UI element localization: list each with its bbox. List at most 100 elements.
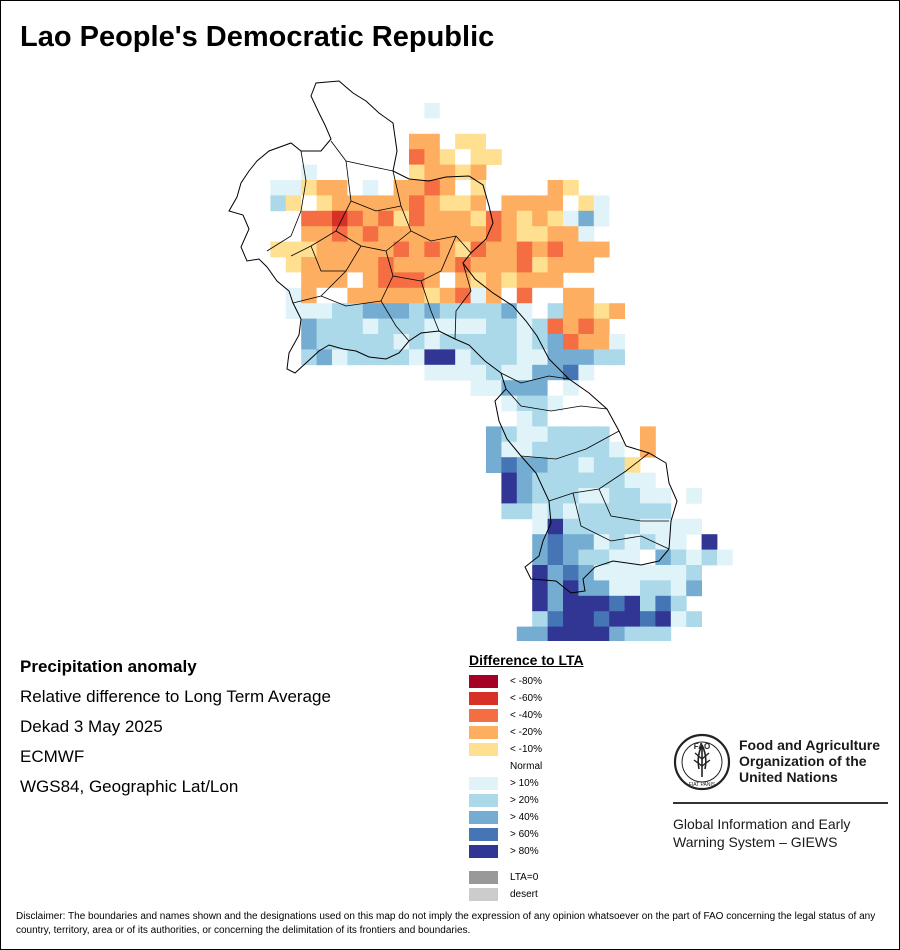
anomaly-cell (301, 210, 317, 227)
anomaly-cell (640, 595, 656, 612)
anomaly-cell (501, 457, 518, 473)
anomaly-cell (593, 210, 610, 227)
anomaly-cell (424, 287, 441, 304)
anomaly-cell (701, 549, 718, 566)
anomaly-cell (455, 241, 471, 258)
anomaly-cell (655, 595, 672, 612)
anomaly-cell (609, 534, 625, 550)
anomaly-cell (655, 518, 672, 535)
anomaly-cell (424, 195, 441, 212)
anomaly-cell (424, 103, 441, 119)
giews-program-name: Global Information and Early Warning Sys… (673, 816, 851, 850)
anomaly-cell (578, 426, 595, 443)
anomaly-cell (270, 195, 287, 212)
anomaly-cell (409, 210, 425, 227)
anomaly-cell (516, 195, 533, 212)
anomaly-cell (378, 257, 394, 273)
anomaly-cell (578, 364, 595, 381)
anomaly-cell (501, 303, 518, 319)
anomaly-cell (378, 210, 394, 227)
anomaly-cell (486, 272, 502, 289)
anomaly-cell (532, 488, 548, 504)
anomaly-cell (655, 534, 672, 550)
anomaly-cell (424, 118, 441, 135)
anomaly-cell (563, 195, 579, 212)
anomaly-cell (655, 549, 672, 566)
disclaimer: Disclaimer: The boundaries and names sho… (16, 911, 876, 936)
anomaly-cell (455, 133, 471, 150)
anomaly-cell (486, 118, 502, 135)
anomaly-cell (578, 626, 595, 641)
anomaly-cell (393, 334, 410, 350)
legend-swatch (469, 794, 498, 807)
anomaly-cell (501, 472, 518, 489)
anomaly-cell (501, 257, 518, 273)
anomaly-cell (563, 257, 579, 273)
anomaly-cell (578, 257, 595, 273)
anomaly-cell (563, 426, 579, 443)
anomaly-cell (316, 241, 333, 258)
anomaly-cell (547, 503, 564, 520)
anomaly-cell (532, 565, 548, 581)
anomaly-cell (409, 149, 425, 165)
anomaly-cell (424, 318, 441, 335)
anomaly-cell (501, 488, 518, 504)
anomaly-cell (532, 380, 548, 396)
anomaly-cell (332, 303, 348, 319)
anomaly-cell (547, 226, 564, 242)
anomaly-cell (532, 241, 548, 258)
anomaly-cell (409, 287, 425, 304)
anomaly-cell (285, 180, 302, 196)
anomaly-cell (424, 257, 441, 273)
anomaly-cell (547, 472, 564, 489)
anomaly-cell (486, 457, 502, 473)
legend-extra-item: desert (469, 887, 584, 904)
anomaly-cell (563, 457, 579, 473)
anomaly-cell (640, 488, 656, 504)
anomaly-cell (563, 503, 579, 520)
anomaly-cell (532, 503, 548, 520)
anomaly-cell (563, 226, 579, 242)
anomaly-cell (532, 426, 548, 443)
anomaly-cell (486, 133, 502, 150)
anomaly-cell (516, 426, 533, 443)
anomaly-cell (455, 272, 471, 289)
anomaly-cell (516, 334, 533, 350)
anomaly-cell (501, 380, 518, 396)
anomaly-cell (670, 611, 687, 627)
anomaly-cell (593, 334, 610, 350)
anomaly-cell (486, 180, 502, 196)
anomaly-cell (609, 549, 625, 566)
anomaly-cell (655, 626, 672, 641)
anomaly-cell (686, 565, 702, 581)
anomaly-cell (670, 580, 687, 597)
anomaly-cell (378, 272, 394, 289)
legend-swatch (469, 845, 498, 858)
anomaly-cell (670, 595, 687, 612)
anomaly-cell (532, 595, 548, 612)
anomaly-cell (532, 195, 548, 212)
anomaly-cell (578, 595, 595, 612)
anomaly-cell (547, 380, 564, 396)
anomaly-cell (516, 226, 533, 242)
anomaly-cell (362, 318, 379, 335)
anomaly-cell (640, 472, 656, 489)
anomaly-cell (501, 395, 518, 412)
anomaly-cell (332, 334, 348, 350)
anomaly-cell (332, 318, 348, 335)
anomaly-cell (362, 272, 379, 289)
anomaly-cell (285, 226, 302, 242)
anomaly-cell (316, 180, 333, 196)
anomaly-cell (470, 303, 487, 319)
legend: Difference to LTA < -80% < -60% < -40% < -2… (469, 652, 584, 904)
anomaly-cell (347, 318, 364, 335)
anomaly-cell (563, 349, 579, 366)
anomaly-cell (424, 364, 441, 381)
anomaly-cell (316, 303, 333, 319)
anomaly-cell (332, 226, 348, 242)
anomaly-cell (547, 241, 564, 258)
map-info-panel: Precipitation anomaly Relative differenc… (20, 657, 331, 807)
anomaly-cell (547, 457, 564, 473)
anomaly-cell (332, 195, 348, 212)
country-boundary (228, 80, 678, 594)
